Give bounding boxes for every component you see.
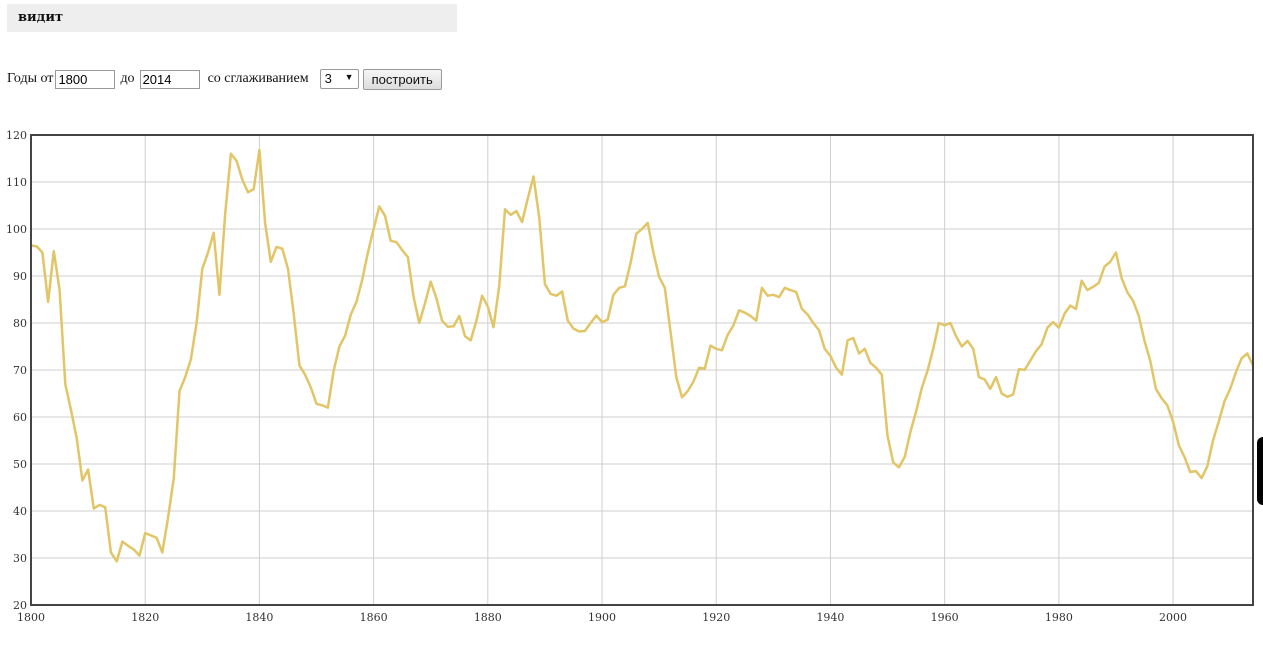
x-tick-label: 1820 [131, 611, 159, 624]
x-tick-label: 1980 [1045, 611, 1073, 624]
to-label: до [120, 71, 135, 86]
y-tick-label: 90 [13, 270, 27, 283]
x-tick-label: 1840 [245, 611, 273, 624]
y-tick-label: 120 [6, 129, 27, 142]
smoothing-label: со сглаживанием [207, 71, 309, 86]
y-axis: 20 30 40 50 60 70 80 90 100 110 120 [6, 129, 27, 612]
y-tick-label: 20 [13, 599, 27, 612]
controls-form: Годы от до со сглаживанием 3 ▼ построить [7, 68, 442, 90]
y-tick-label: 100 [6, 223, 27, 236]
x-tick-label: 1860 [360, 611, 388, 624]
chevron-down-icon: ▼ [344, 72, 354, 82]
smoothing-value: 3 [324, 71, 332, 86]
y-tick-label: 60 [13, 411, 27, 424]
smoothing-select[interactable]: 3 ▼ [319, 69, 359, 89]
year-to-input[interactable] [139, 69, 200, 89]
series-line [30, 148, 1255, 563]
x-axis: 1800 1820 1840 1860 1880 1900 1920 1940 1960 1980… [17, 611, 1187, 624]
title-bar: видит [7, 4, 457, 32]
y-tick-label: 70 [13, 364, 27, 377]
x-tick-label: 1940 [816, 611, 844, 624]
y-tick-label: 50 [13, 458, 27, 471]
x-tick-label: 1900 [588, 611, 616, 624]
y-tick-label: 80 [13, 317, 27, 330]
years-from-label: Годы от [7, 71, 54, 86]
x-tick-label: 1800 [17, 611, 45, 624]
plot-frame [30, 134, 1254, 606]
build-button[interactable]: построить [362, 68, 442, 90]
chart-grid [30, 134, 1253, 606]
side-scroll-tab[interactable] [1257, 437, 1263, 505]
year-from-input[interactable] [55, 69, 116, 89]
x-tick-label: 1960 [931, 611, 959, 624]
y-tick-label: 30 [13, 552, 27, 565]
x-tick-label: 1920 [702, 611, 730, 624]
y-tick-label: 110 [6, 176, 27, 189]
page-title: видит [18, 10, 64, 25]
x-tick-label: 1880 [474, 611, 502, 624]
x-tick-label: 2000 [1159, 611, 1187, 624]
y-tick-label: 40 [13, 505, 27, 518]
